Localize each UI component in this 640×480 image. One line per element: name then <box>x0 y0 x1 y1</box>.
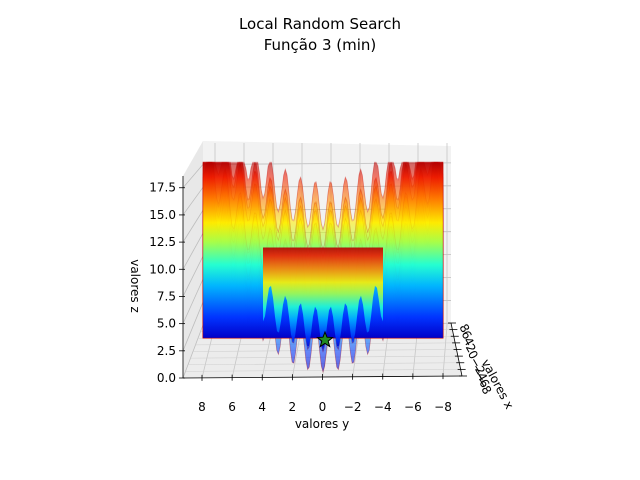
z-tick-label: 0.0 <box>157 371 176 385</box>
y-tick-label: −2 <box>344 400 362 414</box>
z-tick-label: 5.0 <box>157 317 176 331</box>
z-grid-line-side <box>182 278 204 324</box>
y-axis: 8 6 4 2 0 −2 −4 −6 −8 valores y <box>198 373 452 431</box>
z-grid-line-side <box>182 301 204 351</box>
chart-title: Local Random Search <box>239 15 401 33</box>
z-grid-line-side <box>182 233 204 270</box>
y-tick-labels: 8 6 4 2 0 −2 −4 −6 −8 <box>198 373 452 414</box>
z-grid-line-side <box>182 255 204 297</box>
surface <box>202 161 444 374</box>
y-tick-label: 6 <box>228 400 236 414</box>
chart-subtitle: Função 3 (min) <box>264 36 377 54</box>
y-tick-label: 8 <box>198 400 206 414</box>
minimum-star-marker <box>316 330 334 348</box>
z-tick-label: 12.5 <box>149 235 176 249</box>
z-grid-line-side <box>182 210 204 243</box>
z-tick-label: 15.0 <box>149 208 176 222</box>
y-axis-label: valores y <box>295 417 349 431</box>
y-tick-label: −8 <box>434 400 452 414</box>
z-tick-label: 7.5 <box>157 289 176 303</box>
z-tick-label: 17.5 <box>149 181 176 195</box>
z-tick-label: 10.0 <box>149 262 176 276</box>
y-tick-label: 2 <box>289 400 297 414</box>
z-axis-label: valores z <box>128 259 142 313</box>
left-pane <box>183 141 203 378</box>
y-tick-label: −6 <box>404 400 422 414</box>
z-axis: 0.0 2.5 5.0 7.5 10.0 12.5 15.0 17.5 valores z <box>128 181 185 385</box>
z-tick-label: 2.5 <box>157 344 176 358</box>
z-tick-labels: 0.0 2.5 5.0 7.5 10.0 12.5 15.0 17.5 <box>149 181 185 385</box>
surface-core <box>263 247 383 350</box>
y-tick-label: 4 <box>258 400 266 414</box>
z-grid-line-side <box>182 164 204 189</box>
y-grid-line <box>442 324 448 377</box>
y-tick-label: −4 <box>374 400 392 414</box>
y-tick-label: 0 <box>319 400 327 414</box>
z-grid-line-side <box>182 187 204 216</box>
